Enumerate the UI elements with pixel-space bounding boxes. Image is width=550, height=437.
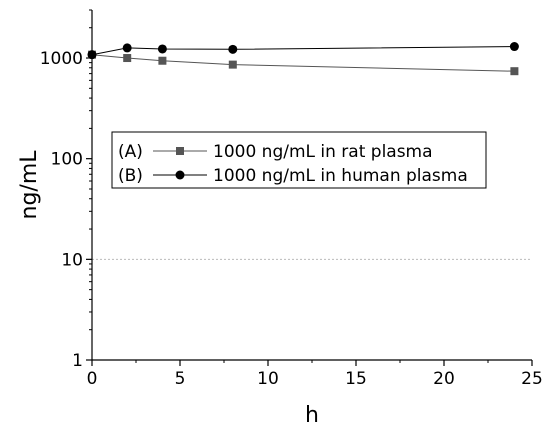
y-tick-label-10: 10 bbox=[61, 250, 83, 270]
legend-label-1: (B) bbox=[118, 166, 143, 186]
series-0-point bbox=[158, 56, 167, 65]
axes: 0 5 10 15 20 25 1 10 100 1000 bbox=[40, 9, 543, 389]
series-1-point bbox=[157, 44, 167, 54]
x-tick-label-5: 5 bbox=[175, 369, 186, 389]
y-tick-label-100: 100 bbox=[51, 150, 83, 170]
x-tick-label-0: 0 bbox=[87, 369, 98, 389]
series-0-point bbox=[123, 54, 132, 63]
y-axis-title: ng/mL bbox=[17, 150, 42, 220]
y-tick-label-1: 1 bbox=[72, 351, 83, 371]
legend-name-1: 1000 ng/mL in human plasma bbox=[213, 166, 468, 186]
series-1-point bbox=[228, 44, 238, 54]
series-layer bbox=[87, 42, 519, 76]
legend-name-0: 1000 ng/mL in rat plasma bbox=[213, 142, 433, 162]
series-1-point bbox=[122, 43, 132, 53]
y-tick-label-1000: 1000 bbox=[40, 49, 83, 69]
legend-label-0: (A) bbox=[118, 142, 143, 162]
legend-box bbox=[111, 131, 487, 189]
legend-marker-0 bbox=[176, 147, 184, 155]
legend: (A) 1000 ng/mL in rat plasma (B) 1000 ng/mL… bbox=[111, 131, 487, 189]
x-tick-label-20: 20 bbox=[433, 369, 455, 389]
x-axis-title: h bbox=[305, 403, 319, 428]
series-0-point bbox=[228, 60, 237, 69]
series-0-point bbox=[510, 67, 519, 76]
series-1-point bbox=[509, 42, 519, 52]
x-tick-label-10: 10 bbox=[257, 369, 279, 389]
x-tick-label-15: 15 bbox=[345, 369, 367, 389]
series-1-point bbox=[87, 50, 97, 60]
legend-marker-1 bbox=[175, 170, 185, 180]
x-tick-label-25: 25 bbox=[521, 369, 543, 389]
